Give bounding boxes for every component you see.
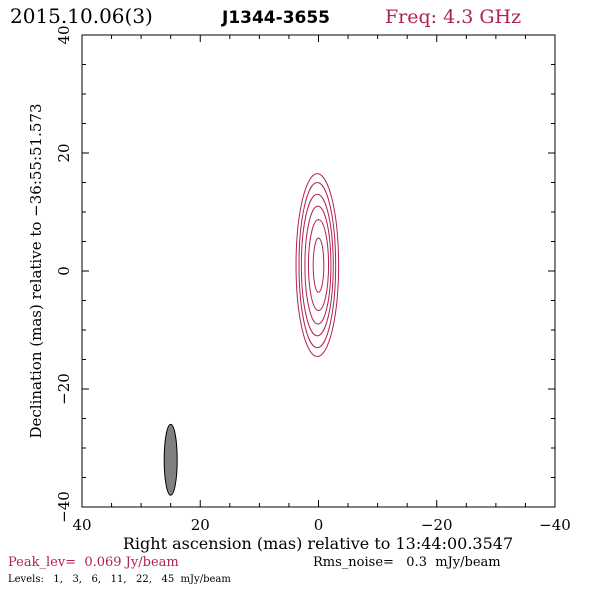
- x-tick-label: −20: [421, 516, 453, 534]
- contour-levels: Levels: 1, 3, 6, 11, 22, 45 mJy/beam: [8, 574, 231, 585]
- contour-level-6: [300, 193, 334, 337]
- contour-level-1: [295, 173, 340, 358]
- rms-noise: Rms_noise= 0.3 mJy/beam: [313, 555, 501, 570]
- contour-level-3: [298, 182, 337, 349]
- y-tick-label: −40: [55, 491, 73, 523]
- y-axis-label: Declination (mas) relative to −36:55:51.…: [27, 103, 45, 438]
- y-tick-label: 20: [55, 143, 73, 162]
- contour-group: [295, 173, 340, 358]
- observation-date: 2015.10.06(3): [10, 4, 153, 28]
- y-tick-label: 40: [55, 25, 73, 44]
- y-tick-label: 0: [55, 266, 73, 276]
- source-name: J1344-3655: [221, 8, 330, 28]
- x-tick-label: 40: [72, 516, 91, 534]
- x-tick-label: −40: [539, 516, 571, 534]
- beam-ellipse: [163, 423, 178, 496]
- frequency-label: Freq: 4.3 GHz: [385, 6, 521, 28]
- x-tick-label: 20: [191, 516, 210, 534]
- peak-level: Peak_lev= 0.069 Jy/beam: [8, 555, 179, 570]
- contour-level-22: [307, 219, 330, 312]
- beam-group: [163, 423, 178, 496]
- axis-ticks: [81, 34, 556, 508]
- contour-level-11: [304, 205, 332, 325]
- contour-level-45: [312, 237, 325, 293]
- tick-labels: 40 20 0 −20 −40 −40 −20 0 20 40: [55, 25, 571, 534]
- x-tick-label: 0: [314, 516, 324, 534]
- plot-frame: [81, 34, 556, 508]
- y-tick-label: −20: [55, 373, 73, 405]
- x-axis-label: Right ascension (mas) relative to 13:44:…: [123, 534, 513, 553]
